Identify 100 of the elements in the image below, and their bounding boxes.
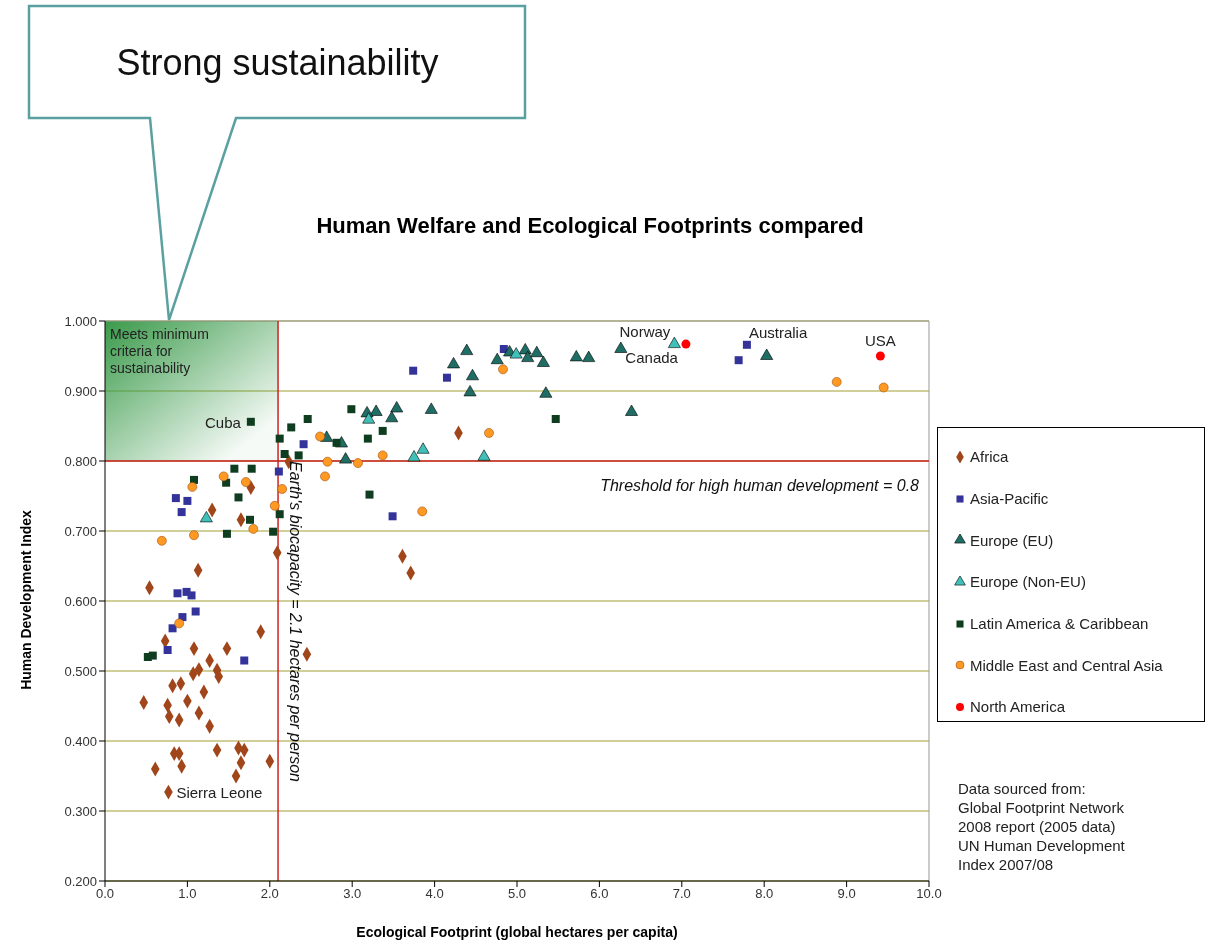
point xyxy=(315,431,325,442)
point xyxy=(760,348,774,360)
text: Strong sustainability xyxy=(115,42,440,84)
point xyxy=(742,340,751,349)
point xyxy=(247,464,256,473)
x-tick-label: 2.0 xyxy=(260,886,279,902)
y-tick-label: 0.500 xyxy=(64,663,97,679)
x-tick-label: 0.0 xyxy=(95,886,115,902)
point xyxy=(234,493,243,502)
point xyxy=(416,442,430,454)
point xyxy=(551,415,560,423)
y-tick-label: 0.600 xyxy=(64,593,97,609)
point xyxy=(303,415,312,423)
point xyxy=(875,351,885,361)
y-tick-label: 0.300 xyxy=(64,803,97,819)
point xyxy=(269,527,278,536)
x-tick-label: 10.0 xyxy=(916,886,942,902)
point xyxy=(569,350,583,362)
x-tick-label: 9.0 xyxy=(837,886,856,902)
x-tick-label: 7.0 xyxy=(672,886,691,902)
point xyxy=(174,618,184,629)
point xyxy=(378,426,387,435)
point xyxy=(218,471,229,482)
y-tick-label: 1.000 xyxy=(64,313,97,329)
point xyxy=(734,356,743,365)
point xyxy=(369,404,383,416)
point xyxy=(171,494,180,503)
point xyxy=(287,423,296,432)
point xyxy=(189,530,199,541)
ref-line-label: Earth's biocapacity = 2.1 hectares per person xyxy=(286,461,305,783)
point xyxy=(275,434,284,443)
point xyxy=(187,591,196,600)
point xyxy=(280,450,289,458)
point xyxy=(241,477,251,487)
point xyxy=(668,336,681,348)
point xyxy=(148,651,157,660)
point xyxy=(442,373,451,382)
annotation: USA xyxy=(864,331,896,349)
point xyxy=(339,452,352,464)
point xyxy=(582,350,596,362)
point xyxy=(322,456,333,467)
y-tick-label: 0.700 xyxy=(64,523,97,539)
y-tick-label: 0.200 xyxy=(64,873,97,889)
point xyxy=(484,428,494,438)
legend-label: Latin America & Caribbean xyxy=(969,614,1150,635)
point xyxy=(163,646,172,654)
y-tick-label: 0.900 xyxy=(64,383,97,399)
annotation: Norway xyxy=(619,322,671,340)
point xyxy=(299,440,308,449)
point xyxy=(385,410,399,423)
point xyxy=(539,386,553,398)
point xyxy=(509,347,523,359)
x-tick-label: 1.0 xyxy=(178,886,197,902)
point xyxy=(248,524,259,534)
point xyxy=(365,490,374,499)
point xyxy=(390,401,404,413)
point xyxy=(320,471,330,482)
point xyxy=(681,339,691,349)
point xyxy=(332,438,341,447)
point xyxy=(409,366,418,375)
point xyxy=(157,535,167,546)
point xyxy=(274,467,283,476)
point xyxy=(294,451,303,460)
legend-label: North America xyxy=(969,697,1067,718)
x-tick-label: 4.0 xyxy=(425,886,444,902)
y-tick-label: 0.400 xyxy=(64,733,97,749)
point xyxy=(362,412,376,424)
point xyxy=(530,345,544,358)
x-tick-label: 3.0 xyxy=(343,886,362,902)
point xyxy=(222,529,231,538)
point xyxy=(463,385,477,397)
point xyxy=(407,450,421,462)
point xyxy=(240,656,249,665)
x-axis-title: Ecological Footprint (global hectares per capita) xyxy=(355,924,679,940)
point xyxy=(177,508,186,517)
point xyxy=(187,482,198,492)
y-axis-title: Human Development Index xyxy=(18,509,34,692)
point xyxy=(878,382,889,393)
point xyxy=(199,511,213,523)
point xyxy=(614,341,628,353)
annotation: Australia xyxy=(748,323,808,341)
text: Data sourced from: Global Footprint Network 2008 report (2005 data) UN Human Development Index 2007/08 xyxy=(958,779,1125,874)
point xyxy=(417,506,428,517)
point xyxy=(477,449,491,461)
point xyxy=(447,357,460,369)
point xyxy=(246,417,255,426)
point xyxy=(363,434,372,443)
x-tick-label: 8.0 xyxy=(755,886,774,902)
point xyxy=(625,404,638,416)
point xyxy=(490,352,504,365)
point xyxy=(173,589,182,598)
point xyxy=(269,500,280,511)
legend-label: Europe (EU) xyxy=(969,530,1055,551)
point xyxy=(424,402,438,414)
y-tick-label: 0.800 xyxy=(64,453,97,469)
point xyxy=(347,405,356,414)
point xyxy=(536,355,550,367)
annotation: Sierra Leone xyxy=(176,783,263,801)
point xyxy=(191,607,200,616)
legend-label: Africa xyxy=(969,447,1010,468)
